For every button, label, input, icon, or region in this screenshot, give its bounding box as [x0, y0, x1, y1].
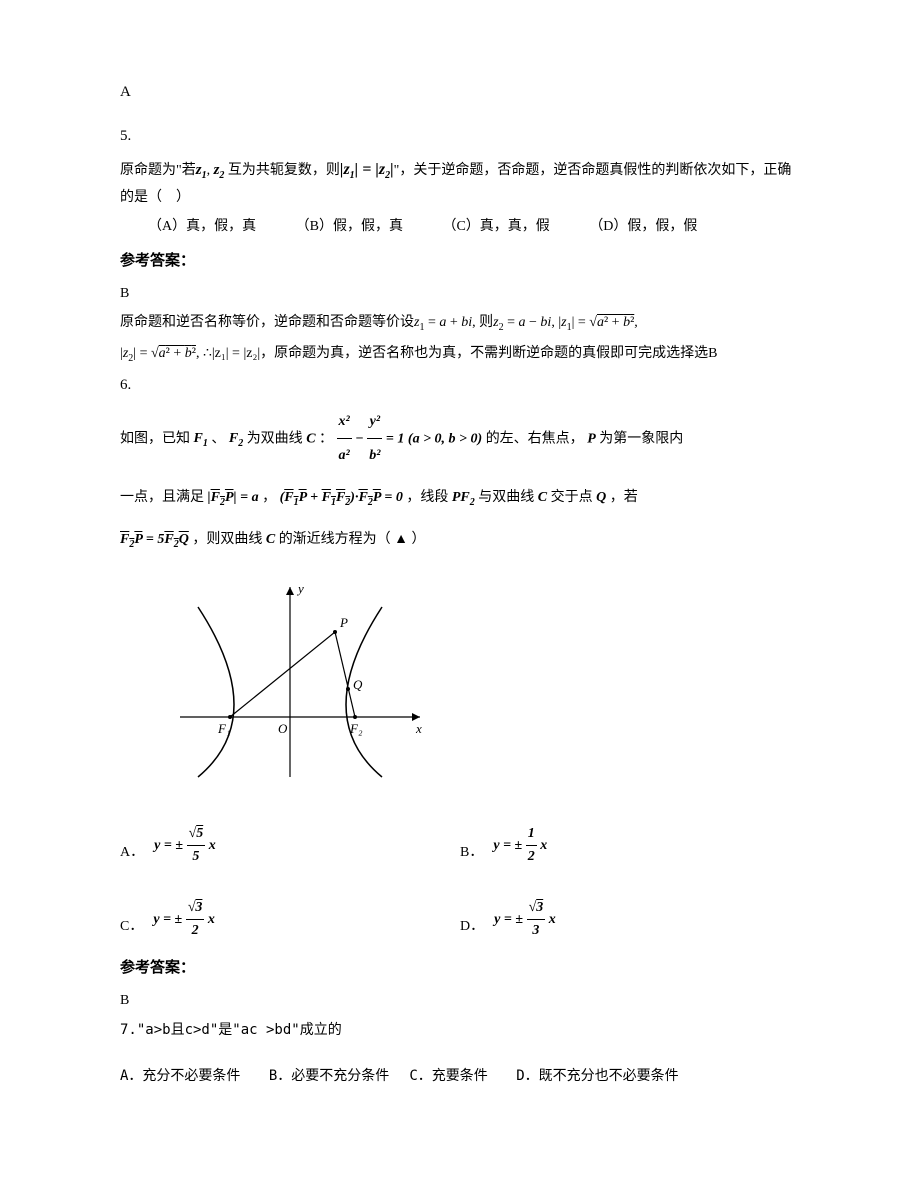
- q7-options: A．充分不必要条件 B．必要不充分条件 C．充要条件 D．既不充分也不必要条件: [120, 1065, 800, 1087]
- q6-p6: ，线段: [406, 490, 448, 505]
- origin-label: O: [278, 721, 288, 736]
- q6-opt-b-letter: B．: [460, 842, 483, 864]
- q6-P: P: [587, 431, 596, 446]
- q6-p2: 为双曲线: [247, 431, 303, 446]
- q5-explanation-line1: 原命题和逆否名称等价，逆命题和否命题等价设z1 = a + bi, 则z2 = …: [120, 311, 800, 336]
- q5-opt-c[interactable]: （C）真，真，假: [442, 219, 549, 234]
- q6-number: 6.: [120, 373, 800, 397]
- q5-exp-l2b: , ∴|z₁| = |z₂|，原命题为真，逆否名称也为真，不需判断逆命题的真假即…: [196, 346, 718, 361]
- line-F2P: [335, 632, 355, 717]
- q6-ref-label: 参考答案：: [120, 956, 800, 980]
- y-axis-label: y: [296, 581, 304, 596]
- q5-text-p1: 原命题为"若: [120, 163, 196, 178]
- q7-opt-b[interactable]: B．必要不充分条件: [269, 1068, 389, 1084]
- q5-answer: B: [120, 283, 800, 305]
- q6-sep1: 、: [211, 431, 225, 446]
- F1-label: F₁: [217, 721, 230, 736]
- q6-p5: 一点，且满足: [120, 490, 204, 505]
- q6-p4: 为第一象限内: [599, 431, 683, 446]
- q6-colon: ：: [319, 431, 333, 446]
- q6-opt-a[interactable]: A． y = ± √5 5 x: [120, 823, 460, 869]
- q6-equation: x² a² − y² b² = 1 (a > 0, b > 0): [337, 405, 483, 473]
- q6-opt-c[interactable]: C． y = ± √3 2 x: [120, 897, 460, 943]
- q5-exp-l2a: |z2| =: [120, 346, 151, 361]
- q5-abs-eq: |z1| = |z2|: [340, 161, 394, 178]
- q6-p1: 如图，已知: [120, 431, 190, 446]
- q7-opt-a[interactable]: A．充分不必要条件: [120, 1068, 240, 1084]
- q5-z1: z1: [196, 162, 207, 178]
- q7-question: 7."a>b且c>d"是"ac >bd"成立的: [120, 1019, 800, 1041]
- q5-number: 5.: [120, 124, 800, 148]
- q5-opt-b[interactable]: （B）假，假，真: [296, 219, 403, 234]
- q6-opt-d-letter: D．: [460, 916, 484, 938]
- q6-p11: 的渐近线方程为（ ▲ ）: [279, 532, 426, 547]
- q5-sqrt2: √a² + b²: [151, 346, 196, 361]
- q6-opt-a-formula: y = ± √5 5 x: [154, 823, 216, 869]
- q5-question: 原命题为"若z1, z2 互为共轭复数，则|z1| = |z2|"，关于逆命题，…: [120, 156, 800, 210]
- q6-F2: F2: [229, 431, 243, 446]
- q5-sqrt1: √a² + b²: [589, 315, 634, 330]
- q6-answer: B: [120, 990, 800, 1012]
- y-axis-arrow: [286, 587, 294, 595]
- q6-p8: 交于点: [551, 490, 593, 505]
- q6-opt-b-formula: y = ± 1 2 x: [493, 823, 547, 869]
- q5-explanation-line2: |z2| = √a² + b², ∴|z₁| = |z₂|，原命题为真，逆否名称…: [120, 342, 800, 367]
- q6-opt-a-letter: A．: [120, 842, 144, 864]
- q5-exp-l1a: 原命题和逆否名称等价，逆命题和否命题等价设: [120, 315, 414, 330]
- q4-answer: A: [120, 80, 800, 104]
- q7-opt-c[interactable]: C．充要条件: [409, 1068, 487, 1084]
- F2-label: F₂: [349, 721, 363, 736]
- q6-cond1: |F2P| = a: [208, 490, 259, 505]
- q5-opt-d[interactable]: （D）假，假，假: [589, 219, 697, 234]
- q5-comma: ,: [207, 163, 214, 178]
- line-F1P: [230, 632, 335, 717]
- q6-opt-c-letter: C．: [120, 916, 143, 938]
- q6-PF2: PF2: [452, 490, 475, 505]
- point-Q: [346, 687, 350, 691]
- q5-exp-l1b: z1 = a + bi, 则z2 = a − bi, |z1| =: [414, 315, 589, 330]
- q6-opt-d-formula: y = ± √3 3 x: [494, 897, 556, 943]
- hyperbola-diagram: x y O F₁ F₂ P Q: [160, 577, 440, 787]
- q6-Q: Q: [596, 490, 606, 505]
- q6-question-line2: 一点，且满足 |F2P| = a ， (F1P + F1F2)·F2P = 0 …: [120, 481, 800, 515]
- P-label: P: [339, 615, 348, 630]
- q5-z2: z2: [214, 162, 225, 178]
- q6-cond2: (F1P + F1F2)·F2P = 0: [280, 490, 403, 505]
- q6-p7: 与双曲线: [478, 490, 534, 505]
- q5-text-p2: 互为共轭复数，则: [228, 163, 340, 178]
- q6-question-line3: F2P = 5F2Q ，则双曲线 C 的渐近线方程为（ ▲ ）: [120, 523, 800, 557]
- q6-p3: 的左、右焦点，: [486, 431, 584, 446]
- hyperbola-right-branch: [346, 607, 382, 777]
- q6-C3: C: [266, 532, 275, 547]
- q6-options: A． y = ± √5 5 x B． y = ± 1 2 x C． y = ± …: [120, 823, 800, 943]
- q6-C2: C: [538, 490, 547, 505]
- q5-opt-a[interactable]: （A）真，假，真: [148, 219, 256, 234]
- q6-opt-c-formula: y = ± √3 2 x: [153, 897, 215, 943]
- q6-p9: ，若: [610, 490, 638, 505]
- q6-cond3: F2P = 5F2Q: [120, 532, 189, 547]
- q6-C: C: [306, 431, 315, 446]
- q6-p10: ，则双曲线: [192, 532, 262, 547]
- q6-diagram: x y O F₁ F₂ P Q: [160, 577, 800, 795]
- q7-opt-d[interactable]: D．既不充分也不必要条件: [516, 1068, 678, 1084]
- q5-exp-comma: ,: [634, 315, 638, 330]
- Q-label: Q: [353, 677, 363, 692]
- q6-question-line1: 如图，已知 F1 、 F2 为双曲线 C ： x² a² − y² b² = 1…: [120, 405, 800, 473]
- q6-comma1: ，: [262, 490, 276, 505]
- hyperbola-left-branch: [198, 607, 234, 777]
- q5-options: （A）真，假，真 （B）假，假，真 （C）真，真，假 （D）假，假，假: [120, 216, 800, 238]
- q6-F1: F1: [194, 431, 208, 446]
- x-axis-label: x: [415, 721, 422, 736]
- q5-ref-label: 参考答案：: [120, 249, 800, 273]
- q6-opt-d[interactable]: D． y = ± √3 3 x: [460, 897, 800, 943]
- q6-opt-b[interactable]: B． y = ± 1 2 x: [460, 823, 800, 869]
- x-axis-arrow: [412, 713, 420, 721]
